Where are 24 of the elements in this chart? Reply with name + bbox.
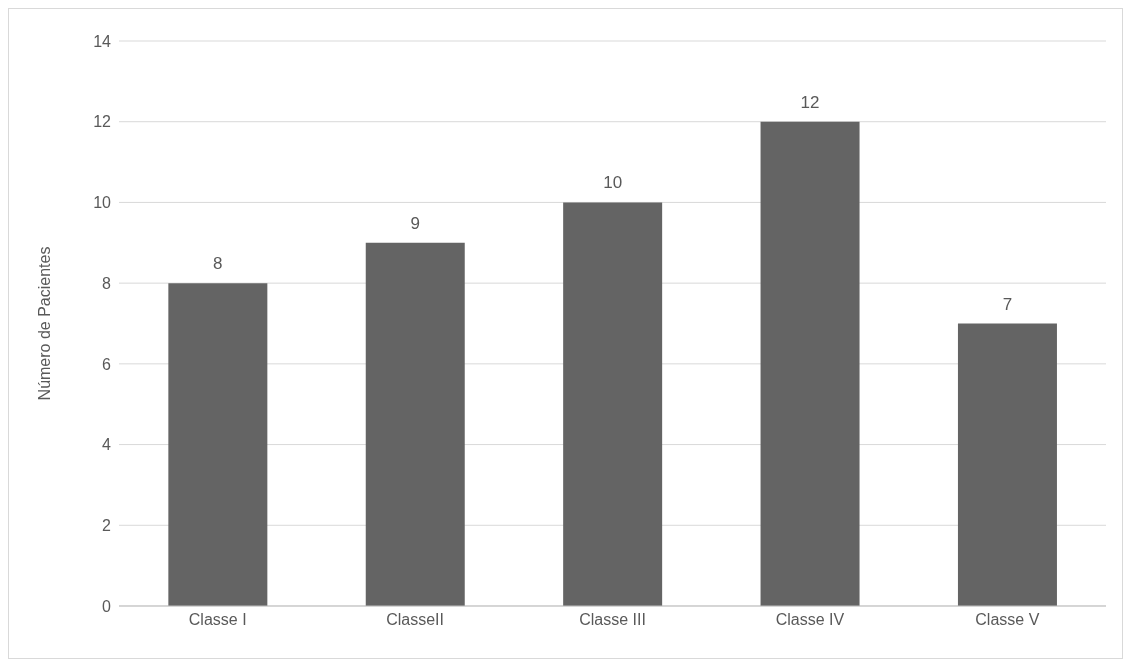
- data-label: 8: [213, 254, 223, 274]
- data-label: 10: [603, 173, 623, 193]
- data-label: 12: [800, 92, 820, 112]
- x-tick-label: Classe I: [188, 611, 247, 629]
- x-tick-label: Classe III: [579, 611, 646, 629]
- y-tick-label: 10: [93, 194, 112, 212]
- bar: [168, 283, 268, 606]
- y-tick-label: 6: [102, 355, 112, 373]
- y-tick-label: 4: [102, 436, 112, 454]
- y-axis-title: Número de Pacientes: [35, 246, 53, 401]
- bar: [563, 202, 663, 606]
- bar: [957, 323, 1057, 606]
- y-tick-label: 0: [102, 597, 112, 615]
- y-tick-label: 2: [102, 516, 112, 534]
- x-tick-label: Classe IV: [775, 611, 845, 629]
- y-tick-label: 14: [93, 32, 112, 50]
- data-label: 9: [410, 213, 420, 233]
- y-tick-label: 8: [102, 274, 112, 292]
- x-tick-label: ClasseII: [386, 611, 444, 629]
- bar: [365, 242, 465, 606]
- y-tick-label: 12: [93, 113, 112, 131]
- bar: [760, 121, 860, 606]
- x-tick-label: Classe V: [975, 611, 1040, 629]
- data-label: 7: [1002, 294, 1013, 314]
